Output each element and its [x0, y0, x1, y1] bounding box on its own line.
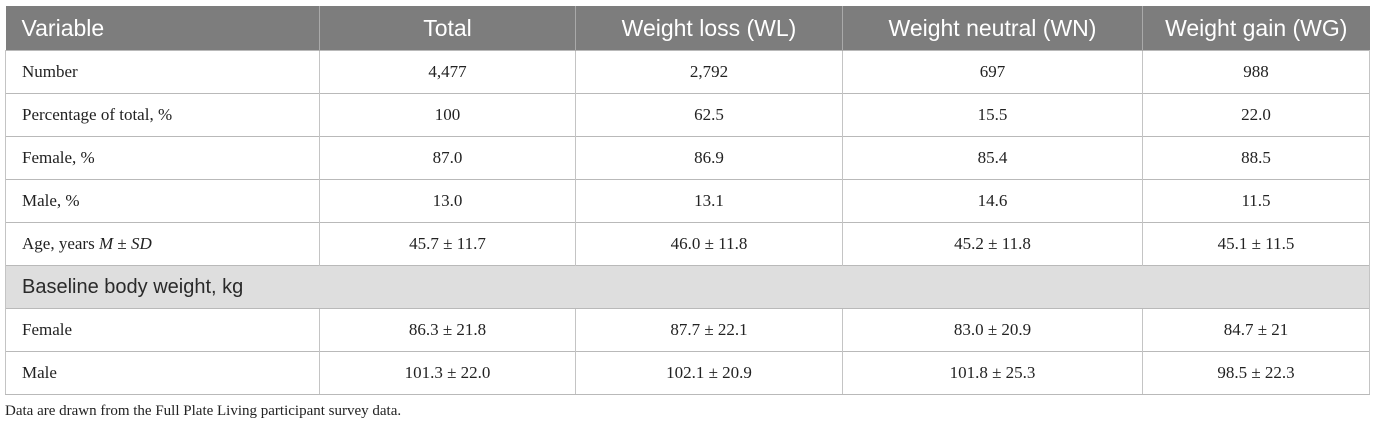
- cell-value: 45.2 ± 11.8: [842, 222, 1143, 266]
- cell-value: 87.7 ± 22.1: [575, 308, 843, 352]
- cell-value: 98.5 ± 22.3: [1142, 351, 1370, 395]
- cell-value: 62.5: [575, 93, 843, 137]
- cell-value: 11.5: [1142, 179, 1370, 223]
- cell-value: 697: [842, 50, 1143, 94]
- header-total: Total: [319, 6, 576, 51]
- table-row: Number 4,477 2,792 697 988: [5, 50, 1370, 94]
- row-label-pm: ±: [113, 234, 131, 253]
- header-row: Variable Total Weight loss (WL) Weight n…: [5, 6, 1370, 51]
- cell-value: 86.9: [575, 136, 843, 180]
- cell-value: 22.0: [1142, 93, 1370, 137]
- row-label-m: M: [98, 234, 114, 253]
- row-label: Female, %: [5, 136, 320, 180]
- table-row: Percentage of total, % 100 62.5 15.5 22.…: [5, 93, 1370, 137]
- section-title: Baseline body weight, kg: [5, 265, 1370, 309]
- cell-value: 83.0 ± 20.9: [842, 308, 1143, 352]
- table-row: Female, % 87.0 86.9 85.4 88.5: [5, 136, 1370, 180]
- cell-value: 100: [319, 93, 576, 137]
- row-label: Age, years M ± SD: [5, 222, 320, 266]
- cell-value: 15.5: [842, 93, 1143, 137]
- cell-value: 101.8 ± 25.3: [842, 351, 1143, 395]
- cell-value: 988: [1142, 50, 1370, 94]
- header-weight-gain: Weight gain (WG): [1142, 6, 1370, 51]
- section-header-row: Baseline body weight, kg: [5, 265, 1370, 309]
- cell-value: 88.5: [1142, 136, 1370, 180]
- row-label-sd: SD: [130, 234, 152, 253]
- cell-value: 87.0: [319, 136, 576, 180]
- row-label: Percentage of total, %: [5, 93, 320, 137]
- table-row: Age, years M ± SD 45.7 ± 11.7 46.0 ± 11.…: [5, 222, 1370, 266]
- cell-value: 45.7 ± 11.7: [319, 222, 576, 266]
- cell-value: 13.0: [319, 179, 576, 223]
- cell-value: 101.3 ± 22.0: [319, 351, 576, 395]
- table-footnote: Data are drawn from the Full Plate Livin…: [5, 403, 402, 419]
- table-row: Female 86.3 ± 21.8 87.7 ± 22.1 83.0 ± 20…: [5, 308, 1370, 352]
- row-label: Female: [5, 308, 320, 352]
- row-label: Male, %: [5, 179, 320, 223]
- cell-value: 86.3 ± 21.8: [319, 308, 576, 352]
- cell-value: 4,477: [319, 50, 576, 94]
- cell-value: 85.4: [842, 136, 1143, 180]
- cell-value: 2,792: [575, 50, 843, 94]
- cell-value: 84.7 ± 21: [1142, 308, 1370, 352]
- header-variable: Variable: [5, 6, 320, 51]
- header-weight-neutral: Weight neutral (WN): [842, 6, 1143, 51]
- cell-value: 14.6: [842, 179, 1143, 223]
- row-label: Male: [5, 351, 320, 395]
- table-row: Male, % 13.0 13.1 14.6 11.5: [5, 179, 1370, 223]
- cell-value: 45.1 ± 11.5: [1142, 222, 1370, 266]
- row-label: Number: [5, 50, 320, 94]
- cell-value: 46.0 ± 11.8: [575, 222, 843, 266]
- header-weight-loss: Weight loss (WL): [575, 6, 843, 51]
- data-table: Variable Total Weight loss (WL) Weight n…: [5, 6, 1370, 395]
- cell-value: 102.1 ± 20.9: [575, 351, 843, 395]
- row-label-prefix: Age, years: [22, 234, 99, 253]
- cell-value: 13.1: [575, 179, 843, 223]
- table-row: Male 101.3 ± 22.0 102.1 ± 20.9 101.8 ± 2…: [5, 351, 1370, 395]
